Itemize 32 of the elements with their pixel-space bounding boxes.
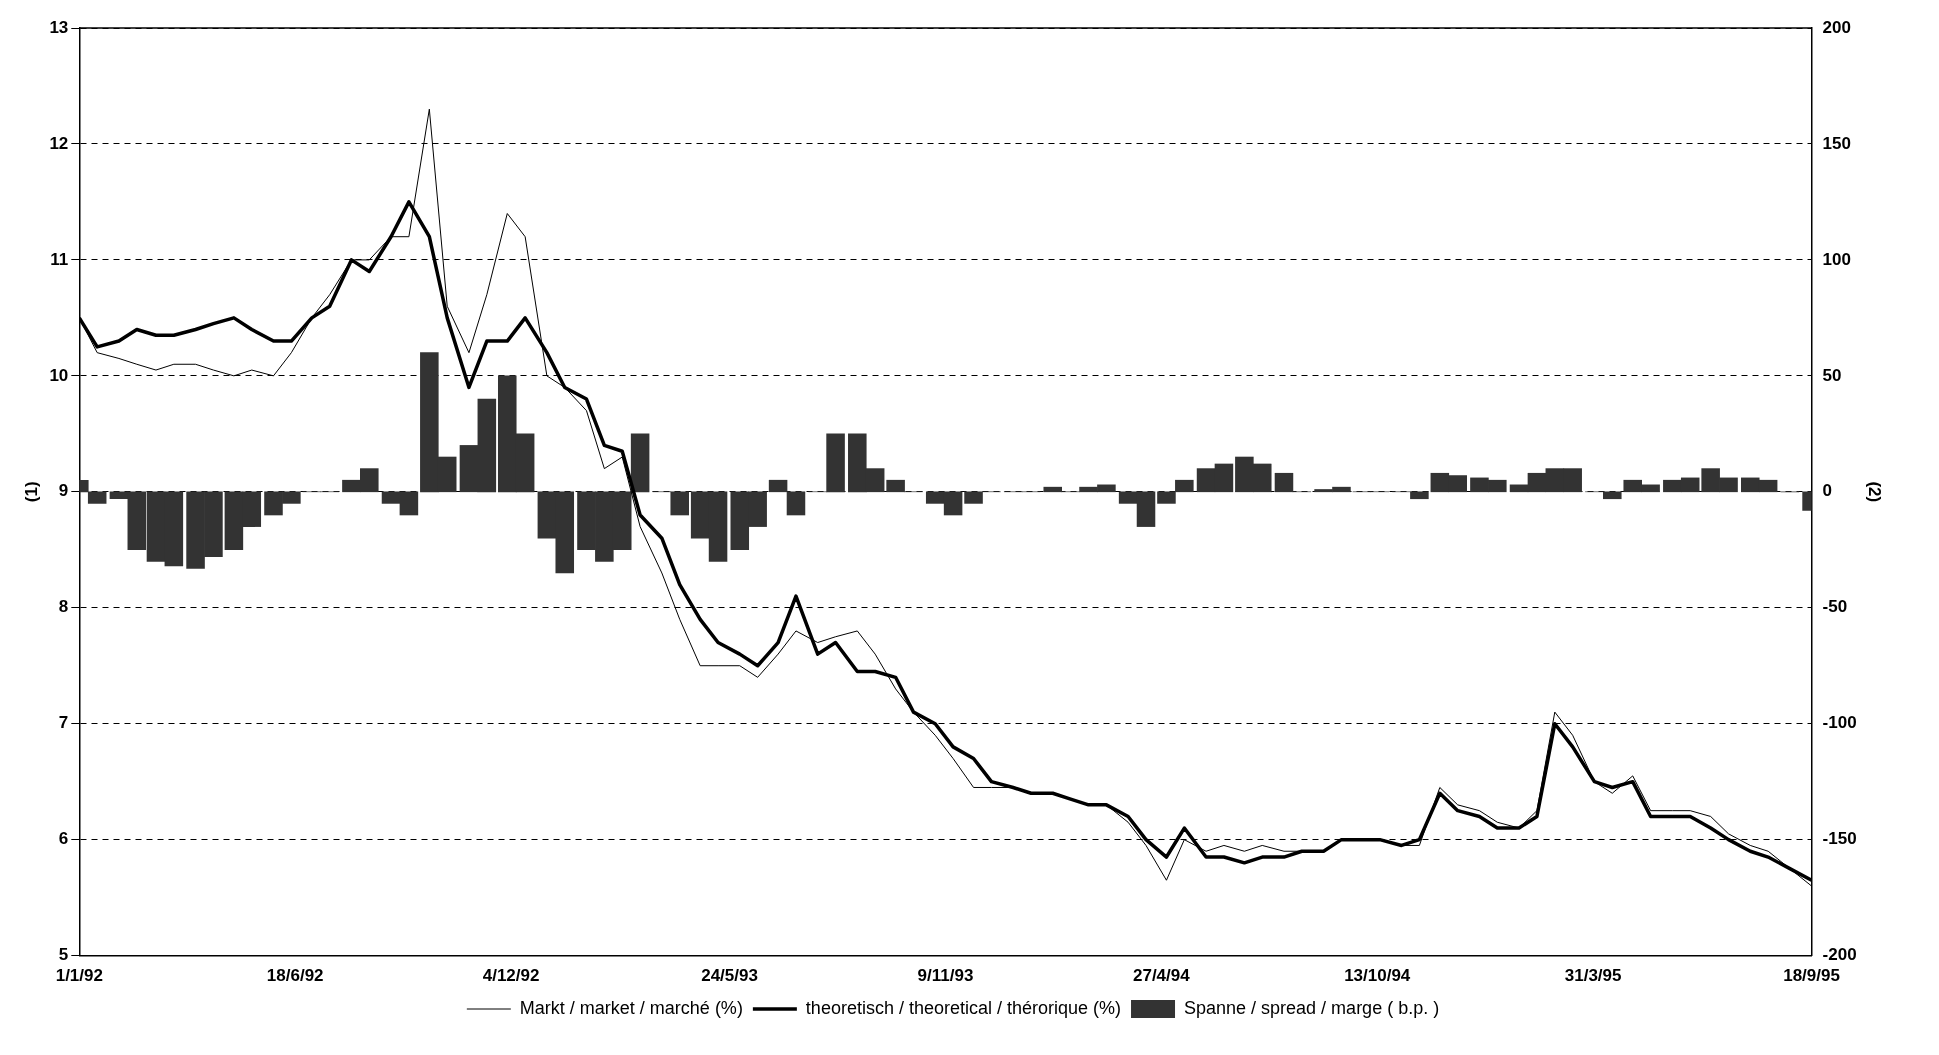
- y-tick-label: 7: [58, 713, 69, 733]
- x-tick-label: 13/10/94: [1344, 966, 1411, 986]
- x-tick-label: 1/1/92: [55, 966, 103, 986]
- legend-label: Spanne / spread / marge ( b.p. ): [1184, 997, 1440, 1018]
- y2-tick-label: 0: [1822, 481, 1833, 501]
- y-tick-label: 5: [58, 945, 69, 965]
- x-tick-label: 27/4/94: [1132, 966, 1191, 986]
- y2-tick-label: 100: [1822, 249, 1851, 269]
- y2-tick-label: 50: [1822, 365, 1842, 385]
- x-tick-label: 9/11/93: [917, 966, 974, 986]
- legend-label: theoretisch / theoretical / thérorique (%): [805, 997, 1122, 1018]
- y-tick-label: 11: [50, 249, 69, 269]
- y-tick-label: 9: [58, 481, 69, 501]
- y-tick-label: 13: [49, 17, 69, 37]
- y-tick-label: 12: [49, 133, 69, 153]
- y-tick-label: 10: [49, 365, 69, 385]
- x-tick-label: 18/9/95: [1783, 966, 1840, 986]
- y2-tick-label: -150: [1822, 829, 1857, 849]
- y2-tick-label: -50: [1822, 597, 1848, 617]
- y2-axis-title: (2): [1865, 481, 1885, 503]
- y-tick-label: 6: [58, 829, 69, 849]
- y2-tick-label: -200: [1822, 945, 1857, 965]
- legend-label: Markt / market / marché (%): [519, 997, 743, 1018]
- y2-tick-label: 150: [1822, 133, 1851, 153]
- x-tick-label: 18/6/92: [266, 966, 324, 986]
- x-tick-label: 31/3/95: [1564, 966, 1622, 986]
- y2-tick-label: -100: [1822, 713, 1857, 733]
- x-tick-label: 4/12/92: [482, 966, 540, 986]
- y-axis-title: (1): [21, 481, 41, 503]
- y-tick-label: 8: [58, 597, 69, 617]
- x-tick-label: 24/5/93: [701, 966, 758, 986]
- y2-tick-label: 200: [1822, 17, 1851, 37]
